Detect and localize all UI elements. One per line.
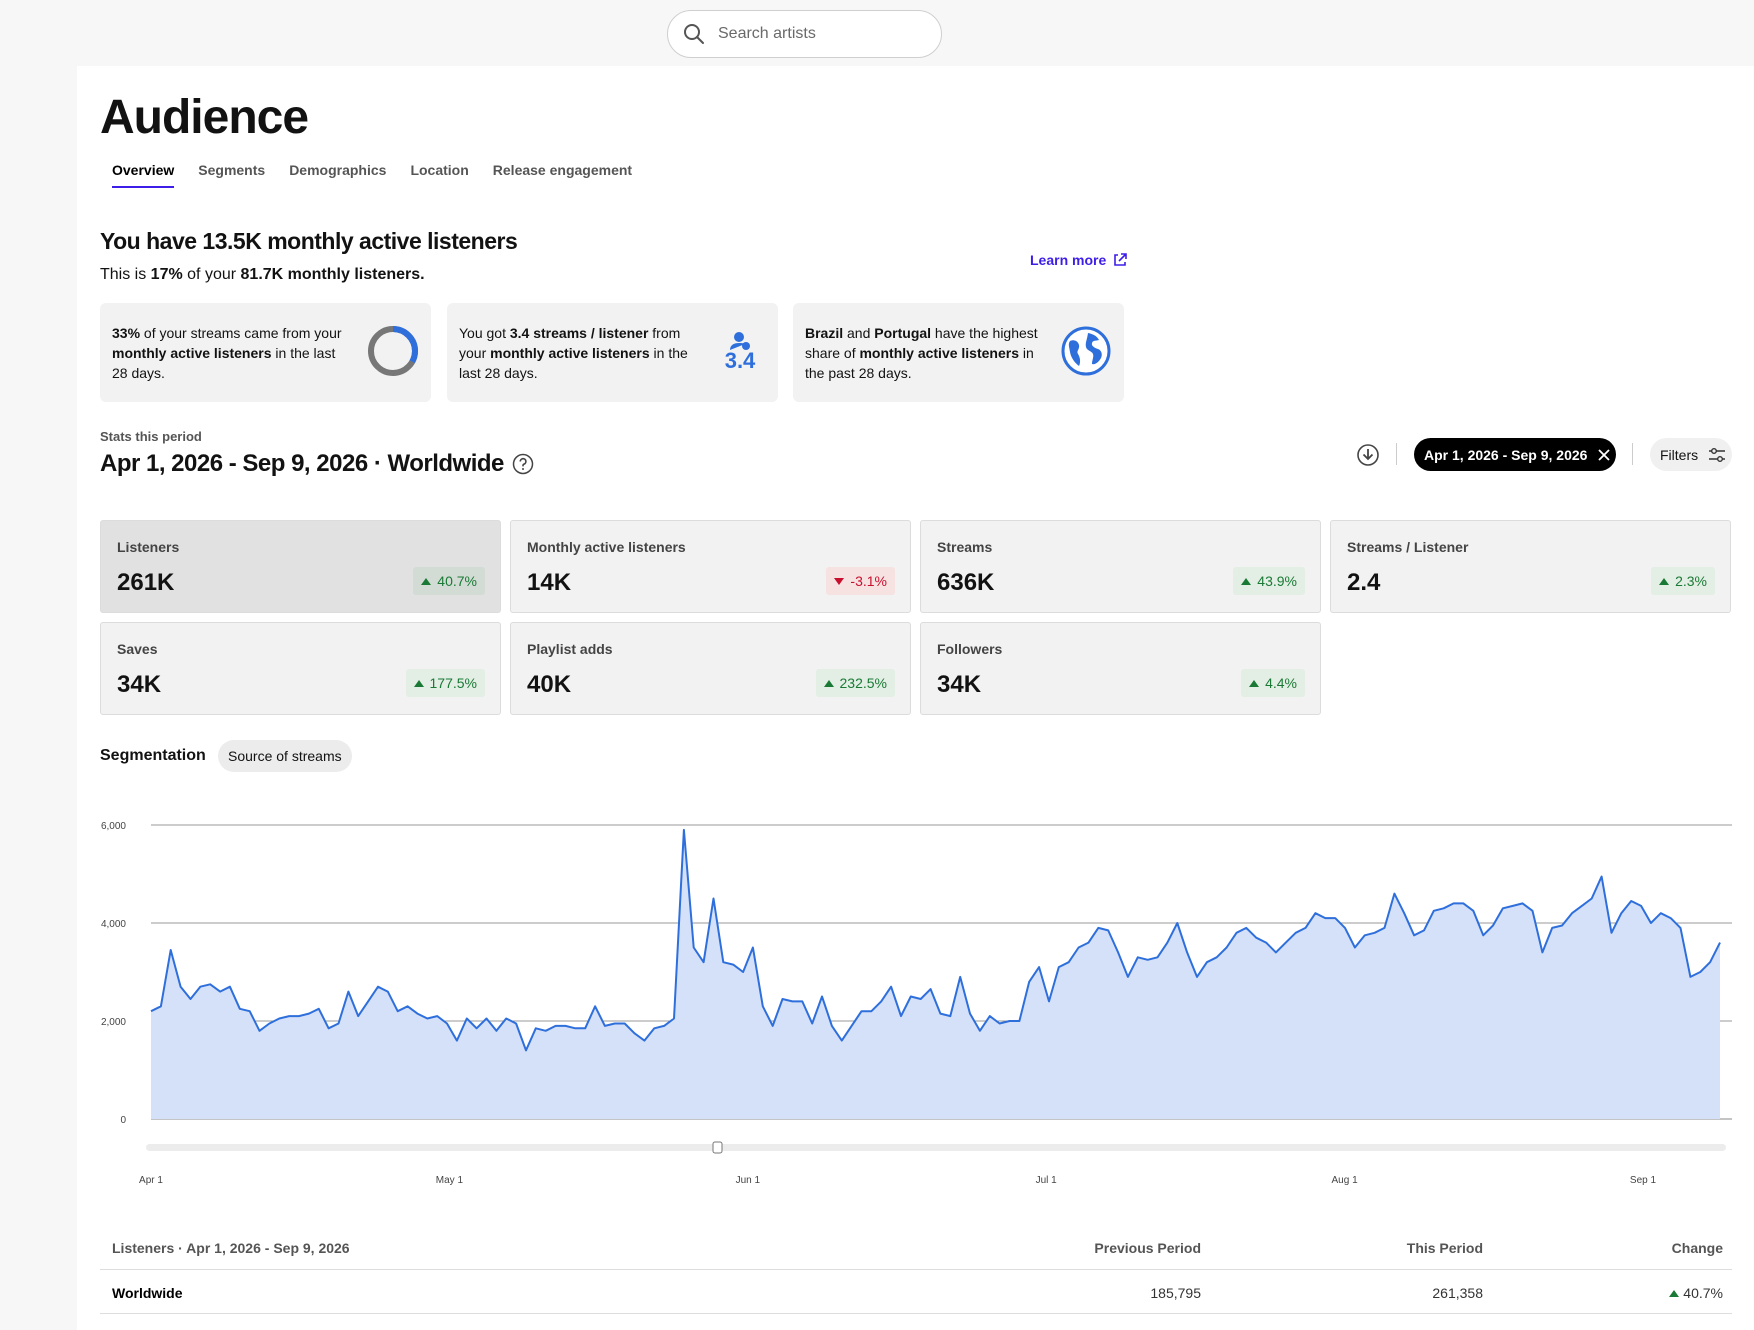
metric-card-streams-listener[interactable]: Streams / Listener 2.4 2.3%: [1330, 520, 1731, 613]
metric-value: 34K: [117, 671, 162, 698]
listener-icon: 3.4: [712, 323, 768, 379]
table-header-previous: Previous Period: [1094, 1240, 1201, 1256]
metric-card-listeners[interactable]: Listeners 261K 40.7%: [100, 520, 501, 613]
metric-change-badge: 2.3%: [1651, 567, 1715, 595]
metric-label: Playlist adds: [527, 641, 613, 657]
search-input[interactable]: Search artists: [667, 10, 942, 58]
learn-more-link[interactable]: Learn more: [1030, 252, 1128, 268]
filters-button[interactable]: Filters: [1650, 438, 1732, 471]
metric-change-badge: 40.7%: [413, 567, 485, 595]
metric-value: 2.4: [1347, 569, 1381, 596]
tab-bar: Overview Segments Demographics Location …: [112, 162, 632, 188]
metric-value: 261K: [117, 569, 175, 596]
summary-headline: You have 13.5K monthly active listeners: [100, 228, 518, 254]
up-arrow-icon: [1659, 577, 1670, 585]
sliders-icon: [1709, 447, 1726, 462]
table-row-current: 261,358: [1432, 1285, 1483, 1301]
learn-more-label: Learn more: [1030, 252, 1107, 268]
summary-subline: This is 17% of your 81.7K monthly listen…: [100, 266, 425, 283]
metric-label: Saves: [117, 641, 158, 657]
metric-card-streams[interactable]: Streams 636K 43.9%: [920, 520, 1321, 613]
metric-card-playlist-adds[interactable]: Playlist adds 40K 232.5%: [510, 622, 911, 715]
metric-card-saves[interactable]: Saves 34K 177.5%: [100, 622, 501, 715]
insight-card-streams-per-listener: You got 3.4 streams / listener from your…: [447, 303, 778, 402]
metric-label: Streams: [937, 539, 993, 555]
table-divider: [100, 1313, 1732, 1314]
top-bar: Search artists: [0, 0, 1754, 66]
metric-change-badge: -3.1%: [826, 567, 895, 595]
date-range-label: Apr 1, 2026 - Sep 9, 2026: [1424, 446, 1588, 463]
divider: [1632, 443, 1633, 465]
metric-change-badge: 4.4%: [1241, 669, 1305, 697]
segmentation-label: Segmentation: [100, 747, 206, 764]
up-arrow-icon: [1241, 577, 1252, 585]
metric-card-followers[interactable]: Followers 34K 4.4%: [920, 622, 1321, 715]
metric-label: Streams / Listener: [1347, 539, 1469, 555]
up-arrow-icon: [1249, 679, 1260, 687]
up-arrow-icon: [413, 679, 424, 687]
metric-value: 40K: [527, 671, 572, 698]
tab-overview[interactable]: Overview: [112, 162, 175, 188]
metric-value: 34K: [937, 671, 982, 698]
table-row-change: 40.7%: [1669, 1285, 1723, 1301]
filters-label: Filters: [1660, 446, 1699, 463]
metric-label: Monthly active listeners: [527, 539, 686, 555]
insight-card-streams-share: 33% of your streams came from your month…: [100, 303, 431, 402]
period-title: Apr 1, 2026 - Sep 9, 2026 · Worldwide: [100, 450, 534, 478]
tab-segments[interactable]: Segments: [198, 162, 266, 178]
tab-demographics[interactable]: Demographics: [289, 162, 387, 178]
external-link-icon: [1114, 253, 1128, 266]
source-of-streams-chip[interactable]: Source of streams: [218, 740, 352, 772]
divider: [1396, 443, 1397, 465]
metric-label: Listeners: [117, 539, 180, 555]
metric-change-badge: 232.5%: [815, 669, 895, 697]
up-arrow-icon: [823, 679, 834, 687]
globe-icon: [1058, 323, 1114, 379]
close-icon[interactable]: [1597, 448, 1611, 462]
help-icon[interactable]: [512, 453, 534, 475]
date-range-chip[interactable]: Apr 1, 2026 - Sep 9, 2026: [1414, 438, 1616, 471]
up-arrow-icon: [421, 577, 432, 585]
metric-card-monthly-active-listeners[interactable]: Monthly active listeners 14K -3.1%: [510, 520, 911, 613]
metric-change-badge: 43.9%: [1233, 567, 1305, 595]
metric-change-badge: 177.5%: [405, 669, 485, 697]
tab-location[interactable]: Location: [410, 162, 469, 178]
table-row-name: Worldwide: [112, 1285, 183, 1301]
table-header-title: Listeners · Apr 1, 2026 - Sep 9, 2026: [112, 1240, 350, 1256]
up-arrow-icon: [1669, 1289, 1680, 1297]
table-header-change: Change: [1671, 1240, 1723, 1256]
search-icon: [684, 24, 704, 44]
metric-value: 636K: [937, 569, 995, 596]
tab-release-engagement[interactable]: Release engagement: [492, 162, 633, 178]
insight-card-top-countries: Brazil and Portugal have the highest sha…: [793, 303, 1124, 402]
table-row-previous: 185,795: [1150, 1285, 1201, 1301]
metric-label: Followers: [937, 641, 1003, 657]
download-icon[interactable]: [1356, 443, 1380, 467]
down-arrow-icon: [834, 577, 845, 585]
table-header-this: This Period: [1406, 1240, 1483, 1256]
search-placeholder: Search artists: [718, 25, 816, 42]
period-label: Stats this period: [100, 429, 202, 444]
streams-per-listener-value: 3.4: [724, 348, 756, 373]
donut-chart-icon: [365, 323, 421, 379]
page-title: Audience: [100, 91, 309, 144]
table-divider: [100, 1269, 1732, 1270]
metric-value: 14K: [527, 569, 572, 596]
